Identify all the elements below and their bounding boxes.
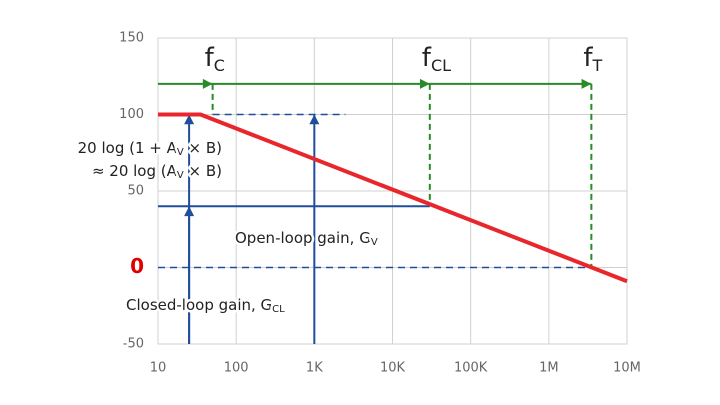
marker-subscript: T — [592, 55, 603, 74]
annotation-subscript: V — [177, 170, 184, 181]
marker-arrow-head — [202, 78, 213, 89]
annotation-subscript: V — [177, 147, 184, 158]
y-tick-label: 100 — [119, 107, 144, 122]
annotation-subscript: CL — [272, 304, 285, 315]
arrow-head — [184, 114, 195, 125]
marker-symbol: f — [583, 42, 593, 72]
x-tick-label: 10M — [613, 361, 641, 376]
annotation-text: 20 log (1 + A — [78, 139, 178, 157]
arrow-head — [184, 206, 195, 217]
x-tick-label: 1K — [306, 361, 323, 376]
x-tick-label: 10 — [150, 361, 167, 376]
annotation-text: × B) — [184, 139, 222, 157]
annotation-layer: 20 log (1 + AV × B) ≈ 20 log (AV × B) Op… — [75, 136, 380, 318]
marker-subscript: CL — [431, 55, 451, 74]
annotation-text: Open-loop gain, G — [235, 229, 371, 247]
marker-label: fCL — [422, 42, 451, 74]
annotation-subscript: V — [371, 237, 378, 248]
annotation: Open-loop gain, GV — [235, 229, 378, 249]
marker-subscript: C — [214, 55, 225, 74]
marker-arrow-head — [581, 78, 592, 89]
annotation-text: × B) — [184, 162, 222, 180]
y-tick-label: -50 — [123, 337, 144, 352]
x-tick-label: 10K — [380, 361, 406, 376]
gain-line — [158, 112, 628, 284]
annotation-text: ≈ 20 log (A — [92, 162, 178, 180]
x-tick-label: 1M — [539, 361, 559, 376]
annotation-text: Closed-loop gain, G — [126, 296, 272, 314]
x-tick-label: 100K — [454, 361, 488, 376]
marker-symbol: f — [205, 42, 215, 72]
arrow-head — [309, 114, 320, 125]
y-tick-label: 50 — [127, 184, 144, 199]
y-tick-label: 150 — [119, 31, 144, 46]
annotation: ≈ 20 log (AV × B) — [92, 162, 222, 182]
annotation: 20 log (1 + AV × B) — [78, 139, 222, 159]
marker-arrow-head — [419, 78, 430, 89]
marker-label: fC — [205, 42, 225, 74]
x-tick-label: 100 — [224, 361, 249, 376]
marker-label: fT — [583, 42, 602, 74]
y-tick-label: 0 — [130, 254, 144, 278]
marker-symbol: f — [422, 42, 432, 72]
annotation: Closed-loop gain, GCL — [126, 296, 285, 316]
